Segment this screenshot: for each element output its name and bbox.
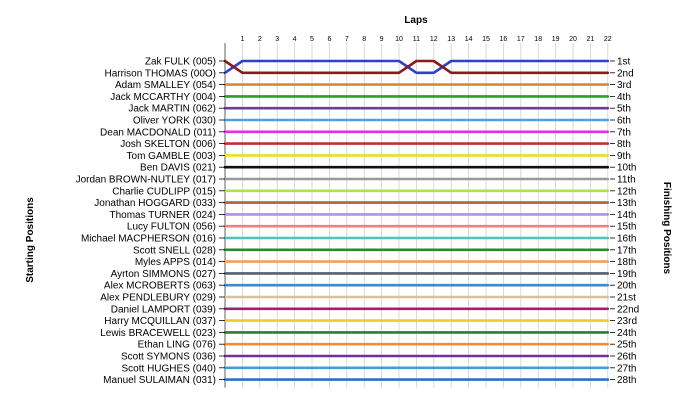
- finishing-position-label: 10th: [617, 163, 636, 174]
- lap-tick-label: 3: [275, 36, 279, 43]
- finishing-position-label: 13th: [617, 198, 636, 209]
- finishing-position-label: 12th: [617, 186, 636, 197]
- driver-label: Tom GAMBLE (003): [127, 151, 216, 162]
- finishing-position-label: 8th: [617, 139, 631, 150]
- driver-line: [223, 59, 610, 75]
- position-lines: [223, 59, 610, 381]
- y-axis-left-title: Starting Positions: [25, 197, 36, 283]
- lap-tick-label: 19: [552, 36, 560, 43]
- finishing-position-label: 14th: [617, 210, 636, 221]
- driver-label: Harry MCQUILLAN (037): [104, 316, 216, 327]
- lap-tick-label: 13: [447, 36, 455, 43]
- lap-tick-label: 5: [310, 36, 314, 43]
- finishing-position-label: 7th: [617, 127, 631, 138]
- finishing-position-label: 6th: [617, 116, 631, 127]
- finishing-position-labels: 1st2nd3rd4th5th6th7th8th9th10th11th12th1…: [610, 57, 639, 386]
- driver-label: Jack MARTIN (062): [128, 104, 216, 115]
- driver-label: Michael MACPHERSON (016): [81, 234, 216, 245]
- finishing-position-label: 25th: [617, 340, 636, 351]
- finishing-position-label: 17th: [617, 245, 636, 256]
- finishing-position-label: 20th: [617, 281, 636, 292]
- lap-tick-label: 8: [362, 36, 366, 43]
- driver-label: Oliver YORK (030): [133, 116, 216, 127]
- lap-tick-label: 20: [569, 36, 577, 43]
- finishing-position-label: 2nd: [617, 68, 634, 79]
- lap-tick-label: 1: [240, 36, 244, 43]
- driver-label: Daniel LAMPORT (039): [111, 304, 216, 315]
- driver-line: [223, 59, 610, 75]
- finishing-position-label: 1st: [617, 57, 631, 68]
- driver-label: Ayrton SIMMONS (027): [111, 269, 216, 280]
- lap-tick-label: 9: [380, 36, 384, 43]
- driver-label: Alex MCROBERTS (063): [104, 281, 216, 292]
- driver-label: Lucy FULTON (056): [127, 222, 216, 233]
- lap-tick-label: 6: [327, 36, 331, 43]
- lap-tick-label: 12: [430, 36, 438, 43]
- driver-label: Alex PENDLEBURY (029): [100, 293, 216, 304]
- driver-label: Manuel SULAIMAN (031): [103, 375, 216, 386]
- finishing-position-label: 26th: [617, 352, 636, 363]
- finishing-position-label: 27th: [617, 363, 636, 374]
- lap-tick-label: 22: [604, 36, 612, 43]
- lap-tick-label: 7: [345, 36, 349, 43]
- lap-tick-label: 11: [413, 36, 420, 43]
- lap-tick-label: 21: [587, 36, 595, 43]
- driver-label: Harrison THOMAS (00O): [104, 68, 216, 79]
- finishing-position-label: 21st: [617, 293, 636, 304]
- driver-label: Scott HUGHES (040): [122, 363, 216, 374]
- driver-label: Jordan BROWN-NUTLEY (017): [76, 175, 216, 186]
- finishing-position-label: 18th: [617, 257, 636, 268]
- lap-tick-label: 10: [395, 36, 403, 43]
- finishing-position-label: 19th: [617, 269, 636, 280]
- lap-tick-label: 4: [293, 36, 297, 43]
- driver-label: Scott SNELL (028): [133, 245, 216, 256]
- lap-tick-label: 18: [534, 36, 542, 43]
- finishing-position-label: 4th: [617, 92, 631, 103]
- lap-tick-label: 16: [500, 36, 508, 43]
- x-axis-title: Laps: [404, 15, 428, 26]
- driver-label: Myles APPS (014): [135, 257, 216, 268]
- finishing-position-label: 22nd: [617, 304, 639, 315]
- finishing-position-label: 15th: [617, 222, 636, 233]
- driver-label: Ethan LING (076): [138, 340, 216, 351]
- driver-label: Charlie CUDLIPP (015): [112, 186, 216, 197]
- driver-label: Lewis BRACEWELL (023): [100, 328, 216, 339]
- finishing-position-label: 16th: [617, 234, 636, 245]
- starting-position-labels: Zak FULK (005)Harrison THOMAS (00O)Adam …: [76, 57, 225, 386]
- lap-tick-label: 17: [517, 36, 525, 43]
- finishing-position-label: 28th: [617, 375, 636, 386]
- driver-label: Josh SKELTON (006): [120, 139, 216, 150]
- finishing-position-label: 3rd: [617, 80, 631, 91]
- driver-label: Jack MCCARTHY (004): [110, 92, 216, 103]
- finishing-position-label: 9th: [617, 151, 631, 162]
- lap-tick-labels: 1 2 3 4 5 6 7 8 9 10 11 12 13 14 15 16 17 18 19 20 21 22: [240, 36, 611, 43]
- driver-label: Zak FULK (005): [145, 57, 216, 68]
- driver-label: Adam SMALLEY (054): [115, 80, 216, 91]
- lap-tick-label: 15: [482, 36, 490, 43]
- finishing-position-label: 11th: [617, 175, 636, 186]
- driver-label: Thomas TURNER (024): [109, 210, 216, 221]
- driver-label: Jonathan HOGGARD (033): [94, 198, 216, 209]
- lap-tick-label: 2: [258, 36, 262, 43]
- finishing-position-label: 23rd: [617, 316, 637, 327]
- driver-label: Ben DAVIS (021): [140, 163, 216, 174]
- driver-label: Scott SYMONS (036): [121, 352, 216, 363]
- finishing-position-label: 5th: [617, 104, 631, 115]
- finishing-position-label: 24th: [617, 328, 636, 339]
- lap-tick-label: 14: [465, 36, 473, 43]
- y-axis-right-title: Finishing Positions: [661, 182, 672, 275]
- driver-label: Dean MACDONALD (011): [100, 127, 216, 138]
